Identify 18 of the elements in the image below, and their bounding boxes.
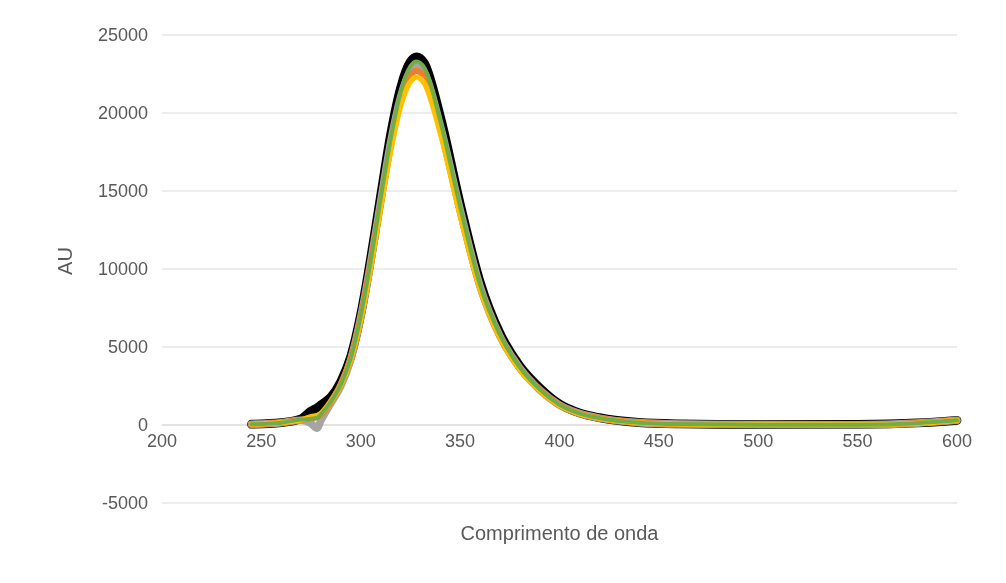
x-axis-title: Comprimento de onda [460,522,660,544]
y-tick-label: 15000 [97,181,148,202]
y-tick-label: 20000 [97,103,148,124]
y-tick-label: 5000 [107,337,148,358]
y-tick-label: 0 [137,415,148,436]
x-tick-label: 300 [345,431,376,452]
y-tick-label: 10000 [97,259,148,280]
x-tick-label: 200 [146,431,178,452]
x-tick-label: 350 [445,431,476,452]
x-tick-label: 500 [743,431,774,452]
x-tick-label: 550 [842,431,873,452]
y-tick-label: 25000 [97,25,148,46]
y-tick-label: -5000 [101,493,148,514]
x-tick-label: 600 [941,431,973,452]
x-tick-label: 450 [643,431,674,452]
x-tick-label: 400 [544,431,575,452]
x-tick-label: 250 [246,431,277,452]
y-axis-title: AU [54,247,76,275]
